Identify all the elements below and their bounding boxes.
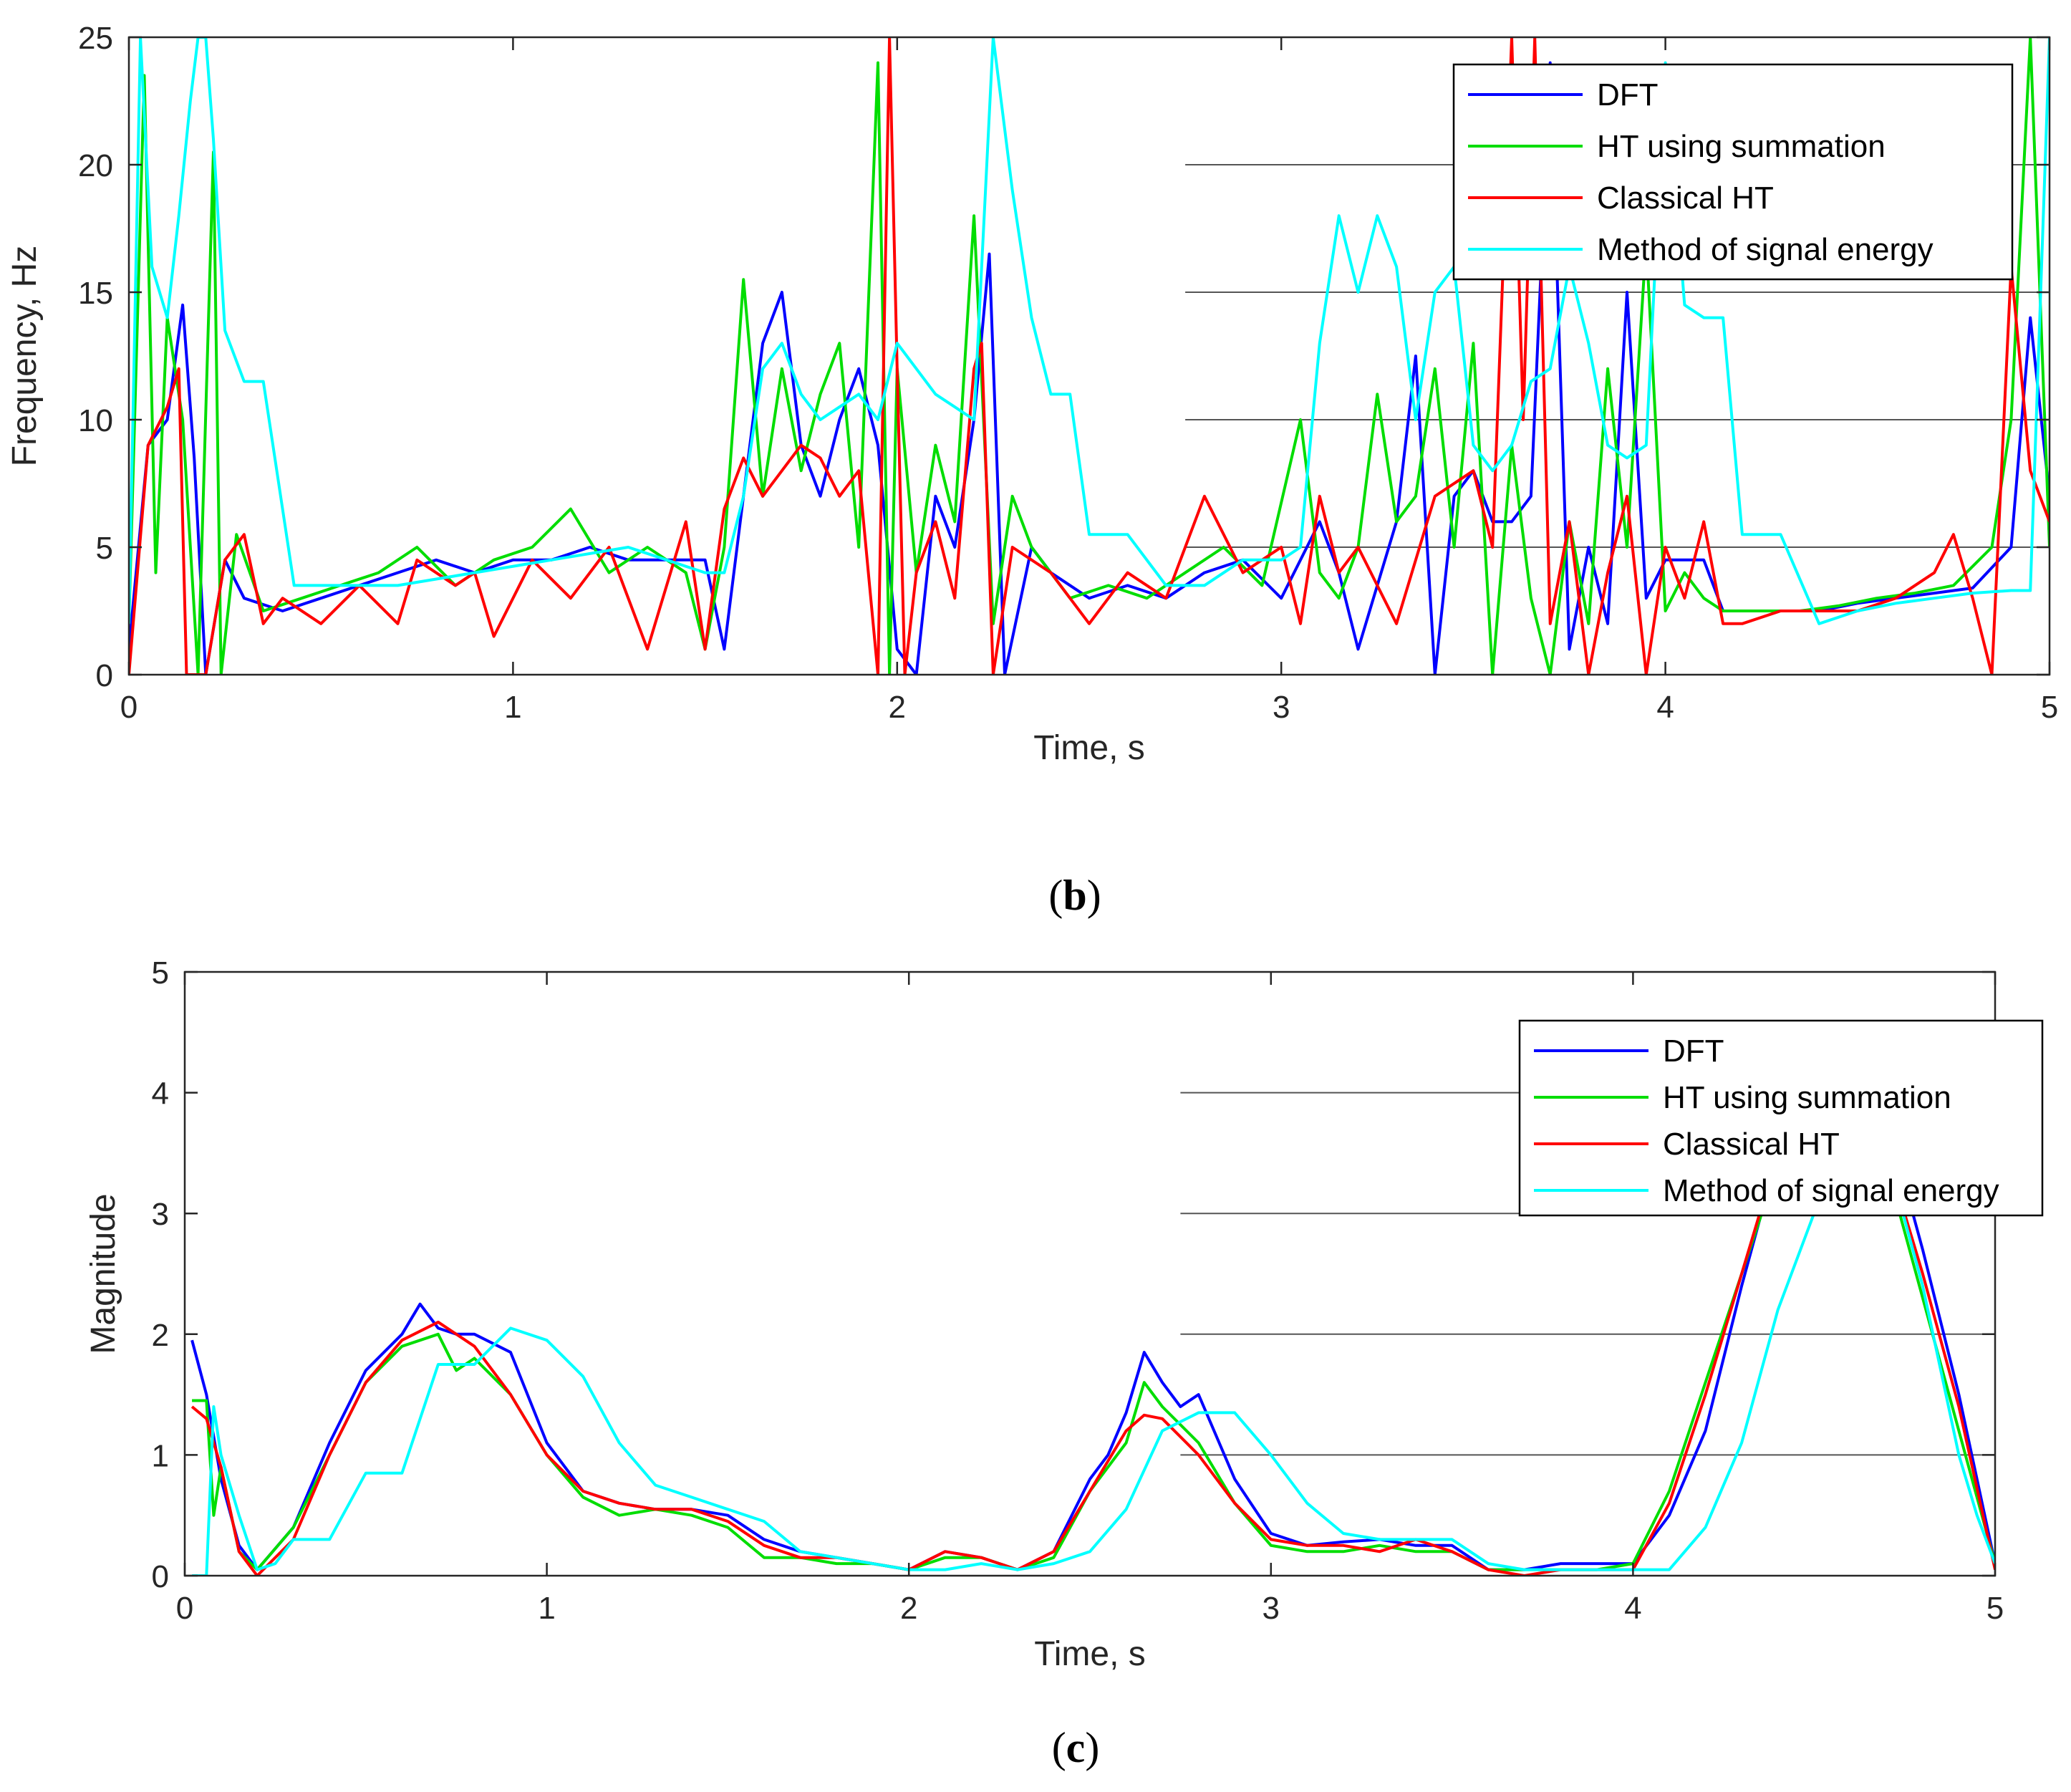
legend-box [1518, 1019, 2044, 1217]
series-line-method-of-signal-energy [192, 1079, 1995, 1576]
legend-label: Method of signal energy [1663, 1173, 1999, 1208]
y-axis-label: Magnitude [85, 1193, 122, 1354]
legend: DFT HT using summation Classical HT Method … [1518, 1019, 2044, 1217]
y-tick-label: 10 [78, 403, 113, 438]
x-tick-label: 0 [176, 1591, 193, 1626]
legend-entry: DFT [1534, 1034, 1724, 1069]
x-tick-label: 4 [1656, 690, 1674, 725]
legend-label: HT using summation [1663, 1080, 1951, 1115]
y-tick-label: 1 [152, 1438, 169, 1473]
series-line-ht-using-summation [192, 1091, 1995, 1571]
legend-label: Classical HT [1597, 180, 1774, 216]
y-axis-label: Frequency, Hz [6, 246, 44, 467]
legend-entry: HT using summation [1468, 129, 1886, 164]
legend-entry: Classical HT [1468, 180, 1774, 216]
y-tick-label: 15 [78, 276, 113, 311]
y-tick-label: 20 [78, 148, 113, 183]
chart-panel-c: 0 1 2 3 4 5 0 1 2 3 4 5 Time, s Magnitude (c) DFT HT usi… [85, 955, 2044, 1771]
series-line-classical-ht [129, 37, 2050, 675]
series-line-ht-using-summation [129, 37, 2050, 675]
legend-entry: HT using summation [1534, 1080, 1951, 1115]
legend-box [1452, 63, 2014, 281]
x-tick-label: 5 [2041, 690, 2058, 725]
legend-entry: Method of signal energy [1468, 232, 1934, 267]
x-tick-label: 1 [504, 690, 521, 725]
x-tick-label: 2 [900, 1591, 917, 1626]
y-tick-label: 4 [152, 1076, 169, 1112]
axes-frame [127, 36, 2051, 676]
legend-entry: Classical HT [1534, 1127, 1840, 1162]
y-tick-label: 5 [152, 955, 169, 991]
x-axis-label: Time, s [1034, 1635, 1146, 1673]
x-tick-label: 4 [1624, 1591, 1641, 1626]
legend-label: Method of signal energy [1597, 232, 1934, 267]
legend-entry: Method of signal energy [1534, 1173, 1999, 1208]
legend-label: DFT [1663, 1034, 1724, 1069]
y-tick-label: 2 [152, 1318, 169, 1353]
y-tick-label: 0 [152, 1559, 169, 1594]
x-tick-label: 5 [1986, 1591, 2004, 1626]
y-tick-label: 3 [152, 1197, 169, 1232]
x-tick-label: 2 [889, 690, 906, 725]
legend-entry: DFT [1468, 77, 1659, 112]
legend: DFT HT using summation Classical HT Method … [1452, 63, 2014, 281]
legend-label: HT using summation [1597, 129, 1886, 164]
y-tick-label: 5 [96, 531, 113, 566]
panel-label: (b) [1048, 872, 1101, 919]
axes-frame [183, 970, 1997, 1577]
legend-label: Classical HT [1663, 1127, 1840, 1162]
series-line-dft [190, 1079, 1995, 1571]
chart-panel-b: 0 1 2 3 4 5 0 5 10 15 20 25 Time, s Frequency, Hz (b) D… [6, 21, 2058, 919]
x-tick-label: 3 [1263, 1591, 1280, 1626]
legend-label: DFT [1597, 77, 1659, 112]
panel-label: (c) [1052, 1724, 1100, 1771]
x-axis-label: Time, s [1033, 729, 1145, 767]
y-tick-label: 25 [78, 21, 113, 56]
x-tick-label: 1 [538, 1591, 555, 1626]
series-line-classical-ht [190, 1091, 1995, 1576]
series-group [190, 1079, 1995, 1576]
x-tick-label: 3 [1273, 690, 1290, 725]
y-tick-label: 0 [96, 658, 113, 693]
x-tick-label: 0 [120, 690, 137, 725]
